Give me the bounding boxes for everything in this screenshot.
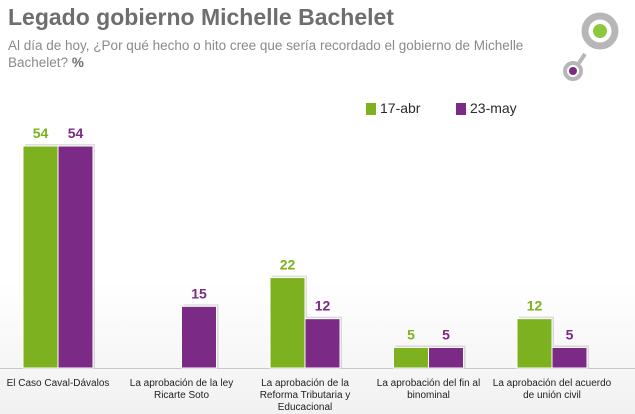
- data-label-23-may-4: 5: [566, 326, 574, 342]
- bar-17-abr-4: [516, 318, 553, 369]
- subtitle-unit: %: [71, 55, 84, 70]
- category-label-3-line-1: binominal: [407, 390, 450, 401]
- logo-large-ring: [581, 12, 619, 50]
- category-label-1-line-0: La aprobación de la ley: [130, 378, 233, 389]
- data-label-23-may-0: 54: [68, 125, 84, 141]
- logo-icon: [563, 12, 619, 81]
- bar-23-may-0: [57, 145, 94, 369]
- data-label-17-abr-2: 22: [280, 257, 296, 273]
- subtitle-question: Al día de hoy, ¿Por qué hecho o hito cre…: [8, 38, 524, 70]
- data-label-17-abr-3: 5: [407, 326, 415, 342]
- category-label-4-line-0: La aprobación del acuerdo: [493, 378, 612, 389]
- chart-title: Legado gobierno Michelle Bachelet: [8, 4, 394, 30]
- bar-17-abr-2: [269, 277, 306, 369]
- bar-23-may-1: [181, 305, 217, 369]
- bar-17-abr-3: [393, 346, 429, 369]
- chart-subtitle: Al día de hoy, ¿Por qué hecho o hito cre…: [8, 37, 553, 71]
- data-label-17-abr-0: 54: [33, 125, 49, 141]
- category-label-1-line-1: Ricarte Soto: [154, 390, 209, 401]
- legend-label-17-abr: 17-abr: [380, 100, 421, 116]
- logo-green-dot: [593, 24, 607, 38]
- legend-swatch-purple: [456, 103, 466, 115]
- category-label-2-line-0: La aprobación de la: [261, 378, 349, 389]
- bar-23-may-4: [551, 346, 588, 369]
- data-label-23-may-2: 12: [315, 298, 331, 314]
- logo-small-ring: [563, 61, 583, 81]
- category-label-2-line-1: Reforma Tributaria y: [260, 390, 351, 401]
- legend-swatch-green: [366, 103, 376, 115]
- data-label-17-abr-4: 12: [527, 298, 543, 314]
- category-label-4-line-1: de unión civil: [523, 390, 581, 401]
- data-label-23-may-3: 5: [442, 326, 450, 342]
- data-label-23-may-1: 15: [191, 285, 207, 301]
- category-label-3-line-0: La aprobación del fin al: [377, 378, 480, 389]
- category-label-0-line-0: El Caso Caval-Dávalos: [7, 378, 110, 389]
- logo-purple-dot: [569, 67, 577, 75]
- bar-23-may-2: [304, 318, 341, 369]
- bar-23-may-3: [428, 346, 464, 369]
- legend-label-23-may: 23-may: [470, 100, 517, 116]
- category-label-2-line-2: Educacional: [278, 402, 332, 413]
- logo-connector: [577, 52, 587, 65]
- bar-17-abr-0: [22, 145, 59, 369]
